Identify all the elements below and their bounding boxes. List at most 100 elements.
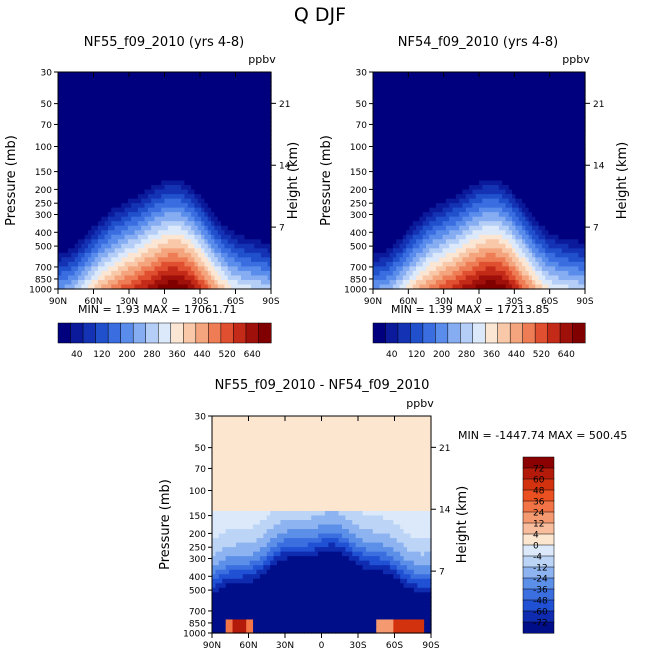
field-cell <box>396 90 401 96</box>
field-cell <box>234 117 239 123</box>
field-cell <box>121 216 126 222</box>
field-cell <box>389 252 394 258</box>
field-cell <box>67 230 72 236</box>
field-cell <box>107 171 112 177</box>
field-cell <box>373 72 377 78</box>
field-cell <box>237 76 242 82</box>
field-cell <box>409 180 414 186</box>
field-cell <box>201 76 206 82</box>
field-cell <box>61 135 66 141</box>
field-cell <box>389 189 394 195</box>
field-cell <box>187 198 192 204</box>
field-cell <box>492 284 497 290</box>
field-cell <box>419 76 424 82</box>
field-cell <box>472 99 477 105</box>
field-cell <box>184 148 189 154</box>
field-cell <box>84 112 89 118</box>
field-cell <box>241 198 245 204</box>
field-cell <box>121 175 126 182</box>
field-cell <box>439 221 444 227</box>
field-cell <box>144 189 149 195</box>
field-cell <box>462 130 467 136</box>
field-cell <box>442 275 447 281</box>
field-cell <box>412 162 417 168</box>
field-cell <box>435 225 440 231</box>
field-cell <box>399 279 404 286</box>
field-cell <box>465 212 470 218</box>
field-cell <box>485 207 490 213</box>
field-cell <box>264 252 269 258</box>
field-cell <box>251 157 255 164</box>
field-cell <box>386 72 391 78</box>
field-cell <box>237 212 242 218</box>
field-cell <box>184 121 189 127</box>
field-cell <box>131 153 136 159</box>
field-cell <box>204 284 209 290</box>
field-cell <box>422 194 427 200</box>
field-cell <box>475 239 480 245</box>
field-cell <box>84 117 89 123</box>
field-cell <box>94 90 99 96</box>
field-cell <box>231 221 235 227</box>
field-cell <box>177 94 182 100</box>
field-cell <box>137 266 142 272</box>
field-cell <box>234 234 239 240</box>
field-cell <box>399 194 404 200</box>
field-cell <box>257 266 262 272</box>
field-cell <box>74 189 79 195</box>
field-cell <box>495 207 500 213</box>
field-cell <box>131 234 136 240</box>
field-cell <box>376 166 381 173</box>
field-cell <box>439 203 444 209</box>
field-cell <box>81 144 86 150</box>
field-cell <box>495 261 500 267</box>
field-cell <box>111 207 116 213</box>
field-cell <box>244 216 249 222</box>
field-cell <box>227 284 232 290</box>
field-cell <box>449 284 454 290</box>
field-cell <box>382 175 387 182</box>
field-cell <box>194 180 199 186</box>
field-cell <box>261 248 265 254</box>
field-cell <box>167 189 172 195</box>
field-cell <box>207 135 212 141</box>
field-cell <box>214 135 219 141</box>
field-cell <box>231 239 235 245</box>
field-cell <box>81 90 86 96</box>
y-tick-label: 50 <box>41 100 53 110</box>
field-cell <box>197 121 202 127</box>
field-cell <box>495 243 500 249</box>
field-cell <box>197 257 202 263</box>
field-cell <box>154 252 159 258</box>
field-cell <box>157 130 162 136</box>
field-cell <box>234 279 239 286</box>
field-cell <box>485 239 490 245</box>
field-cell <box>124 148 129 154</box>
field-cell <box>429 148 434 154</box>
field-cell <box>386 230 391 236</box>
field-cell <box>485 139 490 145</box>
field-cell <box>164 194 169 200</box>
field-cell <box>187 189 192 195</box>
field-cell <box>121 180 126 186</box>
field-cell <box>194 239 199 245</box>
field-cell <box>247 216 252 222</box>
field-cell <box>264 207 269 213</box>
field-cell <box>419 121 424 127</box>
field-cell <box>77 144 82 150</box>
field-cell <box>402 139 407 145</box>
field-cell <box>84 108 89 114</box>
field-cell <box>257 230 262 236</box>
field-cell <box>127 261 132 267</box>
field-cell <box>482 117 487 123</box>
field-cell <box>87 252 92 258</box>
field-cell <box>479 185 483 191</box>
field-cell <box>84 261 89 267</box>
field-cell <box>488 148 493 154</box>
field-cell <box>58 90 62 96</box>
field-cell <box>61 72 66 78</box>
field-cell <box>177 130 182 136</box>
field-cell <box>409 162 414 168</box>
field-cell <box>174 103 179 109</box>
field-cell <box>94 117 99 123</box>
